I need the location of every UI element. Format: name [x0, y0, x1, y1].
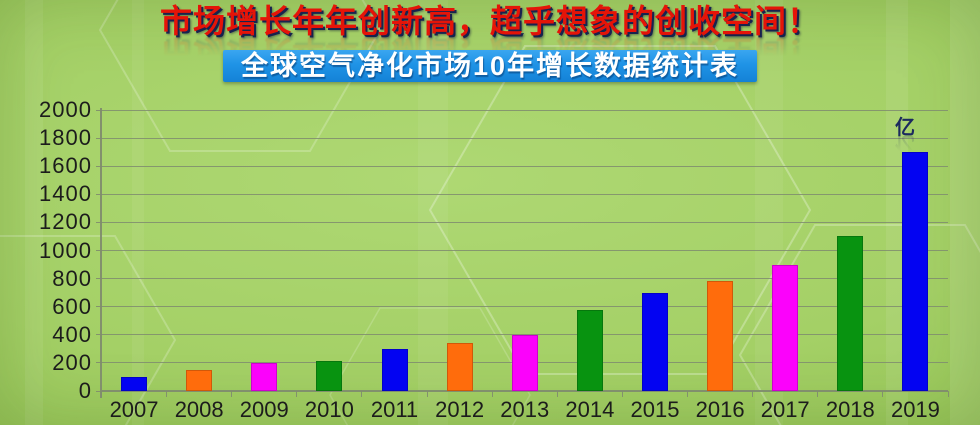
x-axis-tick-0	[101, 391, 102, 397]
y-axis-label-1600: 1600	[39, 153, 92, 179]
x-axis-label-2008: 2008	[174, 397, 224, 422]
x-axis-label-2011: 2011	[370, 397, 419, 422]
gridline-0	[101, 390, 948, 392]
y-axis-label-1000: 1000	[39, 237, 92, 263]
gridline-1200	[101, 221, 948, 223]
x-axis-tick-8	[621, 391, 623, 397]
y-axis-tick-2000	[95, 109, 102, 111]
x-axis-tick-2	[231, 391, 233, 397]
bar-2017	[772, 264, 799, 391]
x-axis-tick-12	[882, 391, 884, 397]
bar-2016	[707, 281, 734, 391]
y-axis-tick-0	[95, 390, 102, 392]
y-axis-tick-1600	[95, 165, 102, 167]
gridline-600	[101, 306, 948, 308]
bar-2019	[902, 152, 929, 391]
bar-2010	[316, 361, 343, 391]
x-axis-tick-7	[556, 391, 558, 397]
x-axis-tick-6	[491, 391, 493, 397]
chart-title-banner: 全球空气净化市场10年增长数据统计表	[223, 50, 757, 82]
unit-label-reflection: 亿	[895, 132, 915, 154]
x-axis-label-2013: 2013	[500, 397, 550, 422]
y-axis-tick-1800	[95, 137, 102, 139]
y-axis-tick-1400	[95, 193, 102, 195]
gridline-1600	[101, 165, 948, 167]
bar-2015	[641, 292, 668, 391]
y-axis-tick-200	[95, 362, 102, 364]
y-axis-label-1800: 1800	[39, 125, 92, 151]
y-axis-line	[100, 108, 102, 398]
x-axis-label-2015: 2015	[630, 397, 680, 422]
x-axis-label-2014: 2014	[565, 397, 615, 422]
x-axis-tick-1	[166, 391, 168, 397]
x-axis-label-2019: 2019	[890, 397, 940, 422]
y-axis-label-200: 200	[52, 349, 92, 375]
x-axis-label-2017: 2017	[760, 397, 810, 422]
gridline-2000	[101, 109, 948, 111]
x-axis-label-2009: 2009	[239, 397, 289, 422]
x-axis-label-2007: 2007	[109, 397, 159, 422]
y-axis-label-800: 800	[52, 265, 92, 291]
y-axis-tick-1000	[95, 250, 102, 251]
y-axis-tick-1200	[95, 221, 102, 223]
x-axis-tick-11	[817, 391, 819, 397]
y-axis-label-600: 600	[52, 293, 92, 319]
x-axis-tick-13	[947, 391, 949, 397]
y-axis-label-1400: 1400	[39, 181, 92, 207]
gridline-1800	[101, 137, 948, 139]
gridline-1000	[101, 250, 948, 251]
x-axis-label-2018: 2018	[825, 397, 875, 422]
gridline-800	[101, 278, 948, 280]
bar-2018	[837, 236, 864, 391]
y-axis-tick-400	[95, 334, 102, 336]
x-axis-label-2010: 2010	[304, 397, 354, 422]
y-axis-label-1200: 1200	[39, 209, 92, 235]
bar-2013	[511, 334, 538, 391]
y-axis-tick-800	[95, 278, 102, 280]
bar-2012	[446, 343, 473, 391]
unit-label: 亿	[895, 117, 915, 139]
x-axis-tick-10	[752, 391, 754, 397]
bar-2008	[186, 369, 213, 391]
x-axis-label-2012: 2012	[435, 397, 485, 422]
page-title: 市场增长年年创新高，超乎想象的创收空间！	[159, 3, 820, 39]
x-axis-tick-9	[687, 391, 689, 397]
y-axis-label-2000: 2000	[39, 97, 92, 122]
x-axis-tick-3	[296, 391, 298, 397]
gridline-1400	[101, 193, 948, 195]
y-axis-label-0: 0	[78, 378, 92, 403]
x-axis-tick-5	[426, 391, 428, 397]
bar-2014	[576, 309, 603, 391]
bar-2009	[251, 362, 278, 391]
x-axis-label-2016: 2016	[695, 397, 745, 422]
y-axis-label-400: 400	[52, 321, 92, 347]
x-axis-tick-4	[361, 391, 363, 397]
bar-2007	[121, 376, 148, 391]
bar-2011	[381, 348, 408, 391]
y-axis-tick-600	[95, 306, 102, 308]
